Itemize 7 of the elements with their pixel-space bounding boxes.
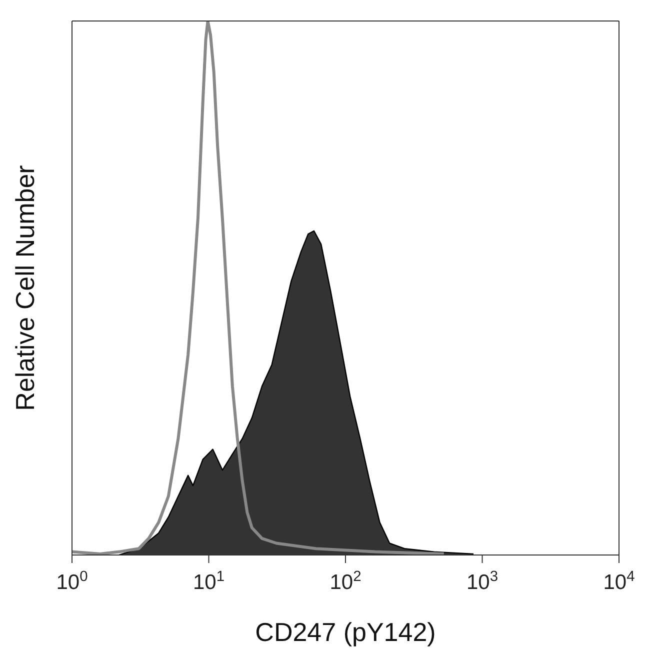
x-axis-title: CD247 (pY142) [255,617,436,647]
y-axis-title: Relative Cell Number [10,164,40,411]
x-tick-label: 10$^{4}$ [603,569,635,594]
x-tick-label: 10$^{0}$ [56,569,88,594]
x-tick-label: 10$^{2}$ [330,569,362,594]
x-tick-label: 10$^{1}$ [192,569,225,594]
x-tick-label: 10$^{3}$ [466,569,498,594]
